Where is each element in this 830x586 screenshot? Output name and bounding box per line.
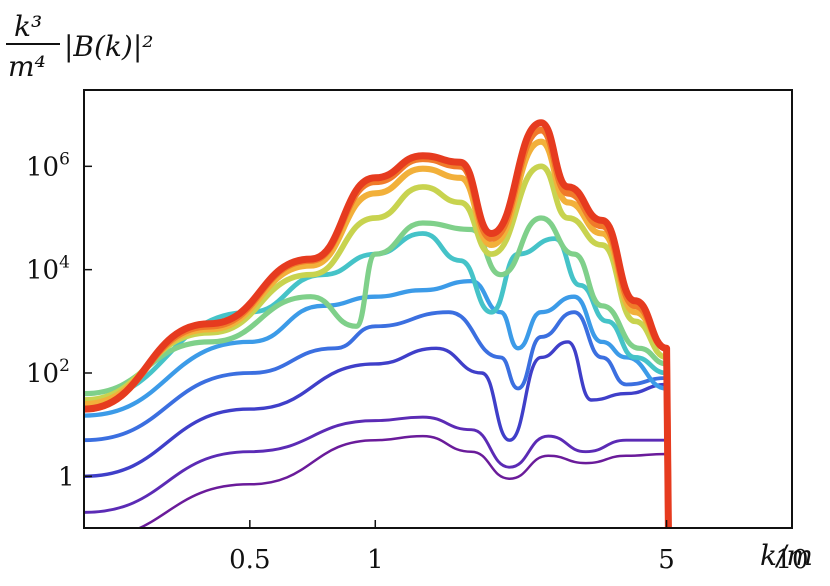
series-line: [84, 163, 672, 528]
plot-frame: [83, 89, 793, 529]
plot-lines: [84, 119, 672, 528]
y-tick-label: 1: [58, 462, 75, 492]
y-label-suffix: |B(k)|²: [64, 30, 153, 63]
y-tick-label: 102: [26, 356, 70, 389]
x-ticks: 0.5 1 5 10: [229, 520, 809, 575]
series-line: [84, 119, 672, 528]
series-line: [136, 434, 670, 528]
y-tick-label: 106: [26, 149, 70, 182]
y-ticks: 1 102 104 106: [26, 149, 92, 492]
series-line: [84, 231, 671, 528]
y-axis-label: k³ m⁴ |B(k)|²: [6, 10, 153, 83]
series-line: [84, 215, 671, 528]
x-tick-label: 5: [658, 545, 675, 575]
y-label-denominator: m⁴: [8, 50, 46, 83]
series-line: [84, 340, 671, 528]
series-line: [84, 415, 670, 528]
y-label-numerator: k³: [14, 10, 42, 43]
x-tick-label: 10: [775, 545, 808, 575]
x-axis-label: k/m: [760, 539, 813, 572]
x-tick-label: 1: [367, 545, 384, 575]
series-line: [84, 310, 671, 528]
x-tick-label: 0.5: [229, 545, 270, 575]
y-tick-label: 104: [26, 253, 70, 286]
series-line: [84, 278, 671, 528]
